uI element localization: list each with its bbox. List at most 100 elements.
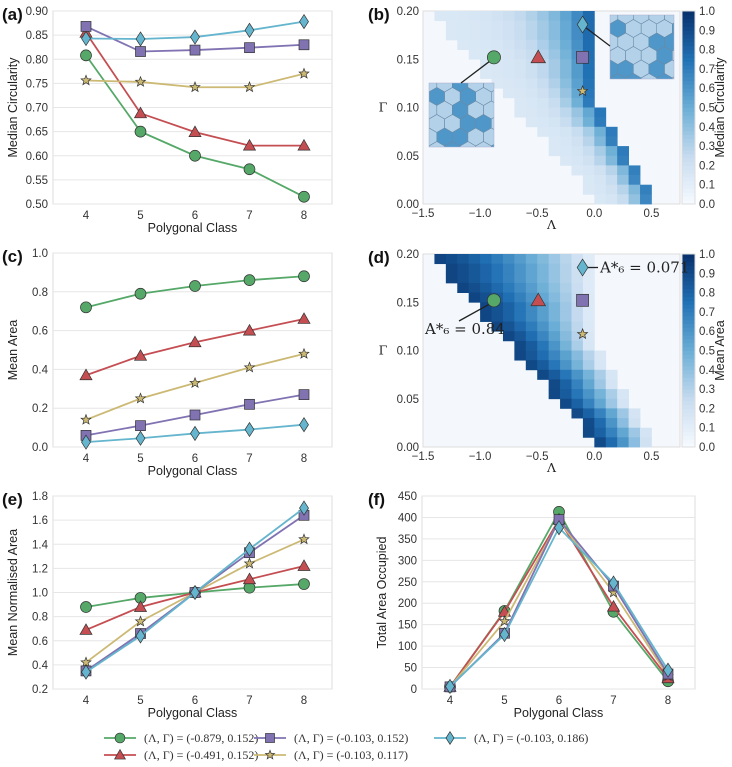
- heatmap-cell: [582, 427, 595, 438]
- square-marker: [135, 46, 146, 57]
- heatmap-cell: [514, 331, 527, 342]
- colorbar-segment: [682, 435, 695, 440]
- heatmap-cell: [537, 20, 550, 31]
- heatmap-cell: [525, 360, 538, 371]
- heatmap-cell: [582, 107, 595, 118]
- triangle-marker: [133, 600, 148, 612]
- heatmap-cell: [582, 165, 595, 176]
- heatmap-cell: [560, 20, 572, 31]
- colorbar-tick-label: 0.4: [699, 122, 716, 134]
- heatmap-cell: [445, 254, 458, 265]
- heatmap-cell: [571, 282, 584, 293]
- y-tick-label: 0.75: [26, 78, 48, 90]
- colorbar-segment: [682, 142, 695, 147]
- square-marker: [576, 50, 589, 64]
- diamond-marker: [190, 584, 200, 601]
- cell-polygon: [657, 0, 673, 11]
- heatmap-cell: [594, 136, 607, 147]
- colorbar-segment: [682, 192, 695, 197]
- heatmap-cell: [548, 88, 561, 99]
- heatmap-cell: [548, 126, 561, 137]
- heatmap-cell: [480, 263, 492, 274]
- triangle-marker: [79, 623, 93, 635]
- heatmap-cell: [548, 107, 561, 118]
- heatmap-cell: [605, 184, 618, 195]
- panel-label: (b): [368, 5, 390, 24]
- heatmap-cell: [514, 107, 527, 118]
- colorbar-segment: [682, 265, 695, 270]
- heatmap-cell: [468, 49, 481, 60]
- annotation-pointer: [458, 302, 492, 322]
- heatmap-cell: [514, 11, 527, 22]
- heatmap-cell: [445, 273, 458, 284]
- colorbar-segment: [682, 381, 695, 386]
- y-tick-label: 0.0: [32, 442, 48, 454]
- heatmap-cell: [560, 282, 572, 293]
- cell-polygon: [641, 0, 657, 11]
- y-tick-label: 0.05: [397, 151, 419, 163]
- x-tick-label: 4: [83, 210, 90, 222]
- y-axis-label: Mean Area: [6, 320, 20, 381]
- y-tick-label: 200: [398, 598, 417, 610]
- heatmap-cell: [594, 360, 607, 371]
- heatmap-cell: [560, 331, 572, 342]
- colorbar-segment: [682, 377, 695, 382]
- colorbar-segment: [682, 38, 695, 43]
- y-tick-label: 0.4: [32, 660, 49, 672]
- heatmap-cell: [582, 68, 595, 79]
- colorbar-tick-label: 0.7: [699, 64, 715, 76]
- heatmap-cell: [468, 30, 481, 41]
- heatmap-cell: [548, 39, 561, 50]
- heatmap-cell: [548, 292, 561, 303]
- diamond-marker: [499, 626, 510, 643]
- triangle-marker: [530, 49, 547, 64]
- heatmap-cell: [605, 194, 618, 205]
- heatmap-cell: [537, 273, 550, 284]
- panel-b: −1.5 −1.0 −0.5 0.0 0.5 0.00 0.05 0.10 0.15 0.20 Λ Γ…: [368, 0, 727, 232]
- colorbar-segment: [682, 173, 695, 178]
- circle-marker: [80, 49, 92, 62]
- square-marker: [576, 293, 589, 307]
- colorbar-segment: [682, 292, 695, 297]
- heatmap-cell: [502, 311, 515, 322]
- heatmap-cell: [628, 437, 641, 448]
- heatmap-cell: [457, 282, 470, 293]
- legend-item: (Λ, Γ) = (-0.103, 0.152): [254, 731, 408, 745]
- heatmap-cell: [480, 282, 492, 293]
- heatmap-cell: [468, 292, 481, 303]
- colorbar-segment: [682, 84, 695, 89]
- series-diamond: [445, 520, 673, 695]
- legend-label: (Λ, Γ) = (-0.879, 0.152): [144, 731, 258, 745]
- heatmap-cell: [560, 68, 572, 79]
- circle-marker: [134, 287, 147, 300]
- heatmap-cell: [582, 321, 595, 332]
- colorbar-segment: [682, 107, 695, 112]
- heatmap-cell: [468, 39, 481, 50]
- heatmap-cell: [560, 88, 572, 99]
- y-tick-label: 0.00: [397, 442, 419, 454]
- panel-a: 0.50 0.55 0.60 0.65 0.70 0.75 0.80 0.85 0.90 4 5 6 7…: [2, 5, 333, 235]
- y-tick-label: 0.70: [26, 103, 48, 115]
- heatmap-cell: [537, 97, 550, 108]
- colorbar-tick-label: 0.5: [699, 103, 715, 115]
- heatmap-cell: [582, 78, 595, 89]
- heatmap-cell: [571, 273, 584, 284]
- colorbar-segment: [682, 57, 695, 62]
- x-tick-label: 7: [246, 210, 252, 222]
- circle-marker: [80, 601, 92, 613]
- colorbar-segment: [682, 130, 695, 136]
- star-marker: [134, 615, 147, 627]
- star-marker: [576, 84, 589, 97]
- heatmap-cell: [560, 321, 572, 332]
- colorbar-segment: [682, 92, 695, 97]
- heatmap-cell: [548, 49, 561, 60]
- heatmap-cell: [491, 273, 504, 284]
- colorbar-segment: [682, 134, 695, 139]
- colorbar-segment: [682, 416, 695, 421]
- heatmap-cell: [434, 254, 447, 265]
- x-tick-label: 0.0: [586, 451, 602, 463]
- colorbar-segment: [682, 365, 695, 371]
- x-tick-label: 6: [192, 695, 198, 707]
- colorbar-label: Median Circularity: [713, 57, 727, 158]
- heatmap-cell: [582, 379, 595, 390]
